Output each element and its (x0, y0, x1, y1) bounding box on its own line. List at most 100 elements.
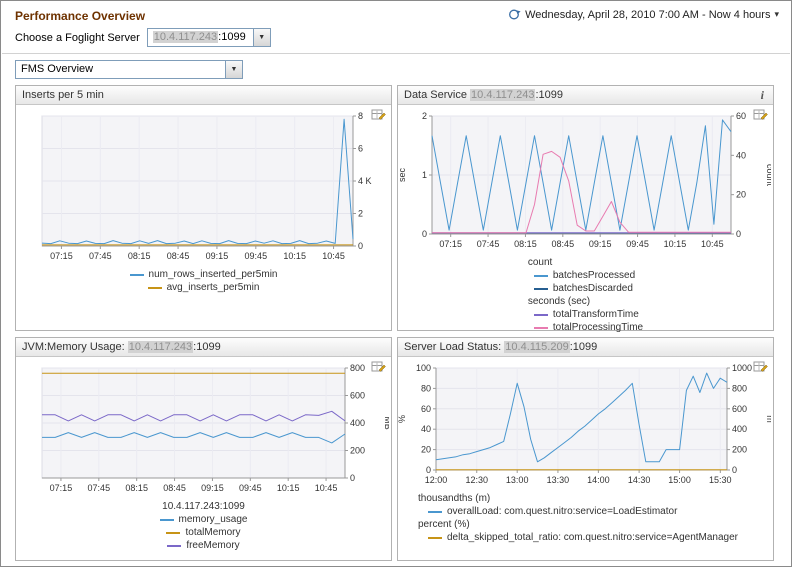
data-service-chart-legend: count batchesProcessed batchesDiscarded sec… (528, 256, 643, 334)
legend-swatch (533, 313, 548, 316)
svg-text:%: % (398, 415, 407, 423)
legend-swatch (159, 518, 174, 521)
legend-item: batchesDiscarded (528, 282, 643, 295)
legend-item: batchesProcessed (528, 269, 643, 282)
legend-swatch (533, 274, 548, 277)
panel-header: Inserts per 5 min (16, 86, 391, 105)
svg-text:6: 6 (358, 144, 363, 154)
dropdown-arrow-icon[interactable]: ▼ (225, 61, 242, 78)
legend-item: totalProcessingTime (528, 321, 643, 334)
svg-text:12:30: 12:30 (465, 475, 488, 485)
panel-title-text: Inserts per 5 min (22, 89, 104, 101)
svg-text:20: 20 (736, 190, 746, 200)
header-divider (2, 53, 790, 54)
legend-swatch (167, 544, 182, 547)
legend-header: count (528, 256, 643, 269)
legend-text: batchesDiscarded (552, 283, 633, 294)
series-overallLoad (435, 372, 728, 463)
svg-text:400: 400 (732, 424, 747, 434)
svg-text:08:45: 08:45 (167, 251, 190, 261)
svg-text:13:00: 13:00 (506, 475, 529, 485)
legend-header: percent (%) (418, 518, 773, 531)
legend-swatch (533, 326, 548, 329)
svg-text:600: 600 (732, 404, 747, 414)
dashboard-view-dropdown[interactable]: FMS Overview ▼ (15, 60, 243, 79)
svg-text:0: 0 (426, 465, 431, 475)
svg-text:14:00: 14:00 (587, 475, 610, 485)
legend-subtitle: 10.4.117.243:1099 (16, 500, 391, 513)
svg-text:60: 60 (736, 111, 746, 121)
svg-text:07:45: 07:45 (88, 483, 111, 493)
series-memory_usage (42, 432, 346, 444)
series-batchesProcessed (431, 119, 732, 231)
panel-title: Data Service 10.4.117.243:1099 (404, 89, 563, 101)
panel-title-port: :1099 (535, 89, 563, 101)
svg-text:100: 100 (416, 363, 431, 373)
svg-text:0: 0 (422, 229, 427, 239)
time-range-control[interactable]: Wednesday, April 28, 2010 7:00 AM - Now … (508, 8, 779, 21)
svg-text:10:45: 10:45 (315, 483, 338, 493)
svg-text:10:45: 10:45 (322, 251, 345, 261)
legend-swatch (533, 287, 548, 290)
legend-swatch (428, 510, 442, 513)
info-icon[interactable]: i (760, 87, 764, 102)
jvm-memory-usage-plot: 07:15 07:45 08:15 08:45 09:15 09:45 10:15 10:45… (41, 363, 393, 493)
inserts-chart: 07:15 07:45 08:15 08:45 09:15 09:45 10:15 10:45… (16, 106, 391, 266)
svg-text:60: 60 (421, 404, 431, 414)
legend-swatch (428, 536, 442, 539)
svg-text:09:15: 09:15 (201, 483, 224, 493)
legend-text: overallLoad: com.quest.nitro:service=Loa… (447, 506, 678, 517)
server-port: :1099 (218, 31, 246, 43)
svg-text:07:45: 07:45 (477, 239, 500, 249)
dashboard-view-value: FMS Overview (21, 63, 94, 75)
legend-text: memory_usage (178, 514, 248, 525)
svg-text:4 K: 4 K (358, 176, 372, 186)
svg-text:10:45: 10:45 (701, 239, 724, 249)
chart-options-icon[interactable] (753, 109, 768, 121)
legend-header: seconds (sec) (528, 295, 643, 308)
jvm-memory-chart-legend: 10.4.117.243:1099 memory_usage totalMemory… (16, 500, 391, 552)
legend-text: freeMemory (186, 540, 240, 551)
svg-text:200: 200 (732, 445, 747, 455)
panel-title-ip: 10.4.117.243 (127, 341, 194, 353)
chart-options-icon[interactable] (371, 361, 386, 373)
svg-text:count: count (765, 164, 771, 187)
legend-item: avg_inserts_per5min (16, 281, 391, 294)
legend-text: totalProcessingTime (552, 322, 644, 333)
server-ip: 10.4.117.243 (152, 31, 219, 43)
svg-text:13:30: 13:30 (547, 475, 570, 485)
legend-swatch (129, 273, 144, 276)
legend-text: delta_skipped_total_ratio: com.quest.nit… (447, 532, 739, 543)
svg-text:07:15: 07:15 (439, 239, 462, 249)
series-num_rows_inserted_per5min (41, 118, 354, 245)
server-load-chart-legend: thousandths (m) overallLoad: com.quest.ni… (398, 492, 773, 544)
svg-text:1000: 1000 (732, 363, 752, 373)
legend-item: memory_usage (16, 513, 391, 526)
svg-text:20: 20 (421, 445, 431, 455)
legend-swatch (166, 531, 181, 534)
chart-options-icon[interactable] (371, 109, 386, 121)
legend-text: totalTransformTime (552, 309, 639, 320)
panel-header: Server Load Status: 10.4.115.209:1099 (398, 338, 773, 357)
legend-text: percent (%) (418, 519, 470, 530)
panel-title: Inserts per 5 min (22, 89, 104, 101)
svg-text:MB: MB (383, 416, 389, 430)
panel-title: Server Load Status: 10.4.115.209:1099 (404, 341, 597, 353)
panel-title-port: :1099 (193, 341, 221, 353)
series-totalProcessingTime (432, 150, 731, 234)
dropdown-arrow-icon[interactable]: ▼ (252, 29, 270, 46)
svg-text:08:15: 08:15 (128, 251, 151, 261)
svg-text:0: 0 (736, 229, 741, 239)
svg-text:10:15: 10:15 (277, 483, 300, 493)
foglight-server-dropdown[interactable]: 10.4.117.243:1099 ▼ (146, 28, 271, 47)
svg-text:08:15: 08:15 (125, 483, 148, 493)
svg-text:08:45: 08:45 (163, 483, 186, 493)
svg-text:2: 2 (358, 209, 363, 219)
panel-title-port: :1099 (569, 341, 598, 353)
svg-text:09:45: 09:45 (626, 239, 649, 249)
legend-item: overallLoad: com.quest.nitro:service=Loa… (418, 505, 773, 518)
legend-item: freeMemory (16, 539, 391, 552)
inserts-per-5min-plot: 07:15 07:45 08:15 08:45 09:15 09:45 10:15 10:45… (41, 111, 372, 261)
chart-options-icon[interactable] (753, 361, 768, 373)
